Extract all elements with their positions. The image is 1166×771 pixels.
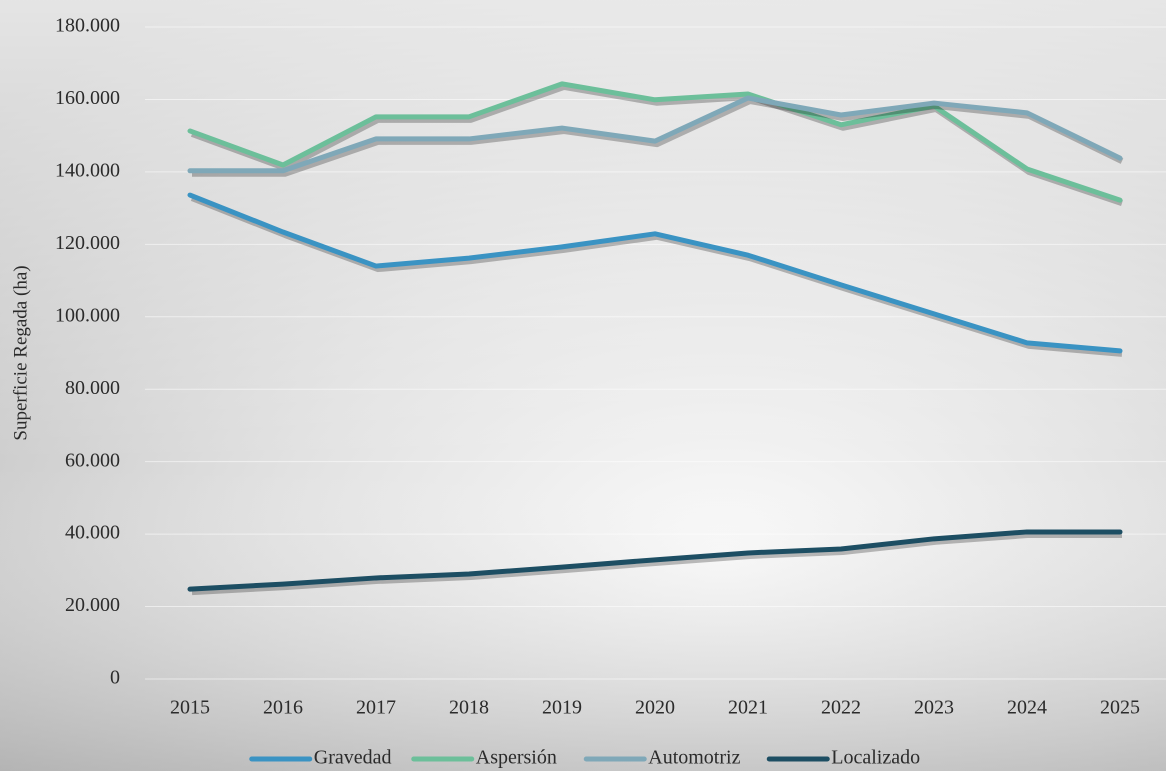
page: {"chart_data": {"type": "line", "y_label… bbox=[0, 0, 1166, 771]
x-tick-label: 2017 bbox=[356, 697, 396, 719]
y-axis-label: Superficie Regada (ha) bbox=[10, 265, 31, 440]
y-tick-label: 160.000 bbox=[55, 87, 120, 109]
legend-label: Localizado bbox=[831, 747, 920, 769]
legend-label: Automotriz bbox=[648, 747, 740, 769]
x-tick-label: 2024 bbox=[1007, 697, 1047, 719]
y-tick-label: 60.000 bbox=[65, 449, 120, 471]
chart: Superficie Regada (ha) 0 20.000 40.000 60.0… bbox=[0, 0, 1166, 771]
background-overlay bbox=[0, 0, 1166, 771]
x-tick-label: 2018 bbox=[449, 697, 489, 719]
x-tick-label: 2021 bbox=[728, 697, 768, 719]
y-tick-label: 40.000 bbox=[65, 522, 120, 544]
x-tick-label: 2019 bbox=[542, 697, 582, 719]
legend-label: Aspersión bbox=[476, 747, 557, 769]
x-tick-label: 2015 bbox=[170, 697, 210, 719]
y-tick-label: 180.000 bbox=[55, 15, 120, 37]
y-tick-label: 80.000 bbox=[65, 377, 120, 399]
y-tick-label: 20.000 bbox=[65, 594, 120, 616]
y-tick-label: 120.000 bbox=[55, 232, 120, 254]
x-tick-label: 2022 bbox=[821, 697, 861, 719]
y-tick-label: 100.000 bbox=[55, 304, 120, 326]
x-tick-label: 2025 bbox=[1100, 697, 1140, 719]
x-tick-label: 2020 bbox=[635, 697, 675, 719]
legend-label: Gravedad bbox=[314, 747, 392, 769]
y-tick-label: 0 bbox=[110, 667, 120, 689]
x-tick-label: 2016 bbox=[263, 697, 303, 719]
x-tick-label: 2023 bbox=[914, 697, 954, 719]
y-tick-label: 140.000 bbox=[55, 159, 120, 181]
